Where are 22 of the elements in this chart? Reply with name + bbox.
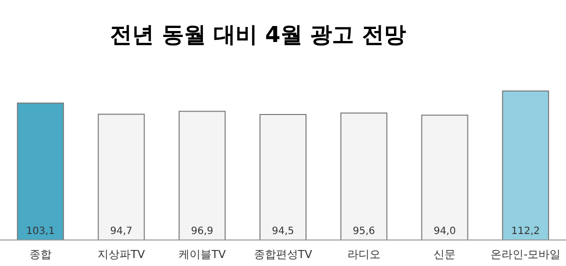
x-tick-label: 온라인-모바일 — [490, 248, 561, 261]
bar — [178, 110, 226, 240]
bar — [340, 112, 388, 240]
x-tick-label: 케이블TV — [178, 248, 226, 261]
data-label: 103,1 — [26, 226, 55, 237]
bar — [98, 114, 145, 240]
bar — [260, 114, 306, 240]
x-tick-label: 라디오 — [347, 248, 380, 261]
data-label: 112,2 — [511, 226, 540, 237]
data-label: 96,9 — [191, 226, 214, 237]
x-tick-label: 지상파TV — [98, 248, 146, 261]
chart-title: 전년 동월 대비 4월 광고 전망 — [110, 23, 406, 48]
x-tick-label: 종합 — [29, 248, 52, 261]
x-tick-label: 종합편성TV — [254, 248, 313, 261]
data-label: 95,6 — [352, 226, 375, 237]
bar — [16, 102, 64, 240]
data-label: 94,0 — [434, 226, 456, 237]
data-label: 94,5 — [272, 226, 294, 237]
bar — [421, 114, 468, 240]
data-label: 94,7 — [110, 226, 132, 237]
x-tick-label: 신문 — [434, 248, 456, 261]
bar — [502, 90, 550, 240]
